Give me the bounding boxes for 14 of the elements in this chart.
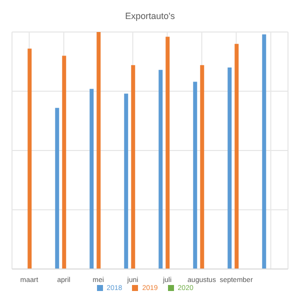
bar <box>228 68 232 269</box>
chart-title: Exportauto's <box>124 10 176 23</box>
bar <box>166 36 170 269</box>
bar <box>158 70 163 269</box>
bar <box>62 56 66 269</box>
bar <box>131 65 136 269</box>
bar <box>262 34 266 269</box>
bar <box>124 94 128 269</box>
bar <box>193 82 198 269</box>
bar <box>90 88 94 269</box>
bar <box>234 44 239 269</box>
bar <box>28 48 32 269</box>
bar <box>200 65 204 269</box>
bar <box>55 108 60 269</box>
